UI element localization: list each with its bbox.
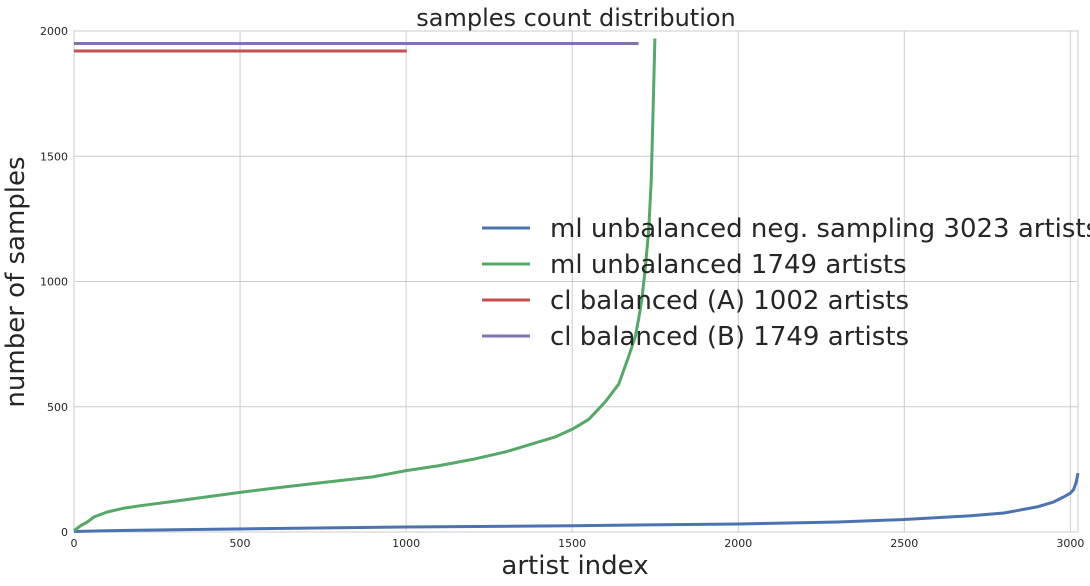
y-axis-label: number of samples	[1, 156, 31, 407]
x-tick-label: 2000	[724, 537, 752, 550]
series-line-1	[73, 472, 1080, 533]
x-tick-label: 3000	[1056, 537, 1084, 550]
y-tick-label: 0	[61, 526, 68, 539]
legend-label-2: ml unbalanced 1749 artists	[550, 250, 907, 280]
x-tick-label: 2500	[890, 537, 918, 550]
y-tick-label: 1000	[40, 276, 68, 289]
x-tick-label: 1500	[558, 537, 586, 550]
legend: ml unbalanced neg. sampling 3023 artists…	[482, 214, 1090, 352]
chart-title: samples count distribution	[416, 4, 736, 32]
x-tick-label: 0	[71, 537, 78, 550]
y-tick-label: 1500	[40, 150, 68, 163]
x-tick-label: 1000	[392, 537, 420, 550]
plot-area: 0 500 1000 1500 2000 2500 3000 0 500 1000 1500 2000	[40, 25, 1084, 550]
series-line-2	[73, 38, 657, 532]
y-tick-label: 500	[47, 401, 68, 414]
legend-label-4: cl balanced (B) 1749 artists	[550, 322, 909, 352]
legend-label-3: cl balanced (A) 1002 artists	[550, 286, 909, 316]
y-tick-label: 2000	[40, 25, 68, 38]
legend-label-1: ml unbalanced neg. sampling 3023 artists	[550, 214, 1090, 244]
x-axis-label: artist index	[501, 551, 648, 581]
x-tick-label: 500	[230, 537, 251, 550]
